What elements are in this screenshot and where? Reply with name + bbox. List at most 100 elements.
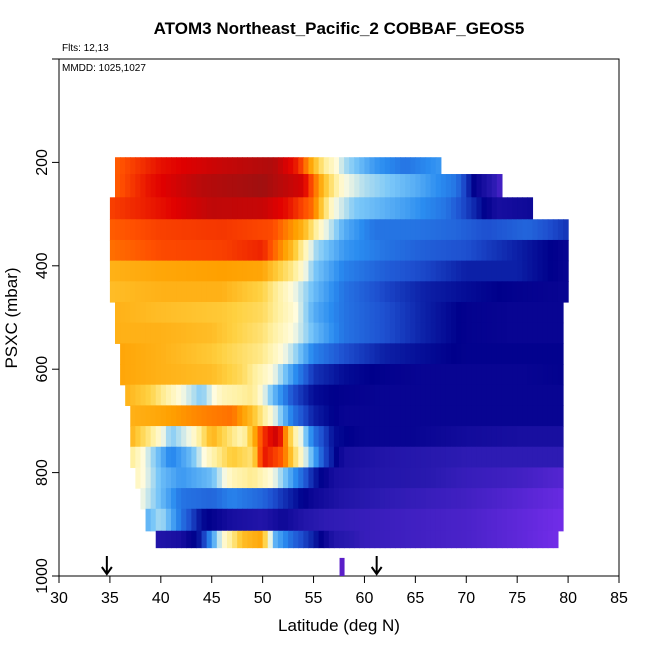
heatmap-cell [496, 301, 503, 324]
heatmap-cell [496, 281, 503, 303]
heatmap-cell [308, 384, 315, 406]
heatmap-cell [176, 405, 182, 427]
heatmap-cell [344, 426, 350, 448]
heatmap-cell [339, 508, 345, 532]
heatmap-cell [491, 364, 498, 386]
heatmap-cell [344, 322, 350, 344]
heatmap-cell [425, 174, 432, 198]
heatmap-cell [135, 260, 142, 282]
heatmap-cell [359, 467, 366, 489]
heatmap-cell [298, 384, 304, 406]
heatmap-cell [135, 467, 142, 489]
heatmap-cell [247, 426, 254, 448]
heatmap-cell [272, 239, 279, 262]
heatmap-cell [145, 174, 152, 198]
heatmap-cell [109, 281, 116, 303]
heatmap-cell [527, 446, 534, 469]
heatmap-cell [272, 426, 279, 448]
heatmap-cell [165, 384, 172, 406]
heatmap-cell [145, 508, 152, 532]
heatmap-cell [298, 530, 304, 549]
heatmap-cell [379, 364, 386, 386]
heatmap-cell [471, 405, 478, 427]
heatmap-cell [293, 488, 299, 510]
heatmap-cell [512, 426, 518, 448]
heatmap-cell [369, 219, 376, 241]
heatmap-cell [171, 157, 177, 175]
heatmap-cell [395, 157, 401, 175]
heatmap-cell [405, 197, 411, 220]
heatmap-cell [333, 467, 340, 489]
heatmap-cell [227, 446, 233, 469]
heatmap-cell [283, 364, 289, 386]
heatmap-cell [354, 488, 360, 510]
chart-title: ATOM3 Northeast_Pacific_2 COBBAF_GEOS5 [154, 19, 525, 38]
heatmap-cell [242, 384, 248, 406]
heatmap-cell [339, 197, 345, 220]
heatmap-cell [507, 260, 513, 282]
heatmap-cell [191, 301, 198, 324]
heatmap-cell [440, 197, 447, 220]
heatmap-cell [115, 157, 121, 175]
heatmap-cell [191, 343, 198, 365]
heatmap-cell [201, 260, 208, 282]
heatmap-cell [237, 281, 243, 303]
heatmap-cell [120, 364, 126, 386]
heatmap-cell [486, 508, 493, 532]
heatmap-cell [318, 343, 325, 365]
heatmap-cell [115, 281, 121, 303]
heatmap-cell [257, 446, 264, 469]
heatmap-cell [451, 260, 457, 282]
heatmap-cell [491, 384, 498, 406]
x-axis-label: Latitude (deg N) [278, 616, 400, 635]
heatmap-cell [247, 488, 254, 510]
heatmap-cell [364, 508, 371, 532]
heatmap-cell [359, 239, 366, 262]
heatmap-cell [552, 530, 559, 549]
heatmap-cell [155, 301, 162, 324]
heatmap-cell [430, 530, 437, 549]
heatmap-cell [140, 260, 147, 282]
heatmap-cell [364, 322, 371, 344]
heatmap-cell [420, 488, 427, 510]
heatmap-cell [206, 426, 213, 448]
heatmap-cell [211, 301, 218, 324]
heatmap-cell [237, 219, 243, 241]
heatmap-cell [527, 508, 534, 532]
heatmap-cell [171, 384, 177, 406]
heatmap-cell [252, 239, 259, 262]
heatmap-cell [227, 281, 233, 303]
heatmap-cell [328, 343, 335, 365]
heatmap-cell [181, 467, 187, 489]
heatmap-cell [140, 446, 147, 469]
heatmap-cell [303, 467, 310, 489]
heatmap-cell [313, 197, 320, 220]
heatmap-cell [557, 219, 564, 241]
heatmap-cell [547, 322, 554, 344]
heatmap-cell [486, 384, 493, 406]
heatmap-cell [507, 239, 513, 262]
heatmap-cell [283, 426, 289, 448]
heatmap-cell [120, 219, 126, 241]
heatmap-cell [216, 219, 223, 241]
heatmap-cell [165, 508, 172, 532]
heatmap-cell [496, 530, 503, 549]
heatmap-cell [262, 157, 269, 175]
heatmap-cell [303, 446, 310, 469]
heatmap-cell [257, 426, 264, 448]
heatmap-cell [354, 405, 360, 427]
heatmap-cell [267, 219, 274, 241]
heatmap-cell [557, 467, 564, 489]
heatmap-cell [283, 343, 289, 365]
heatmap-cell [227, 530, 233, 549]
heatmap-cell [425, 446, 432, 469]
heatmap-cell [420, 384, 427, 406]
heatmap-cell [339, 157, 345, 175]
heatmap-cell [328, 174, 335, 198]
heatmap-cell [517, 239, 523, 262]
heatmap-cell [374, 174, 381, 198]
heatmap-cell [176, 530, 182, 549]
heatmap-cell [262, 426, 269, 448]
heatmap-cell [145, 281, 152, 303]
heatmap-cell [318, 301, 325, 324]
